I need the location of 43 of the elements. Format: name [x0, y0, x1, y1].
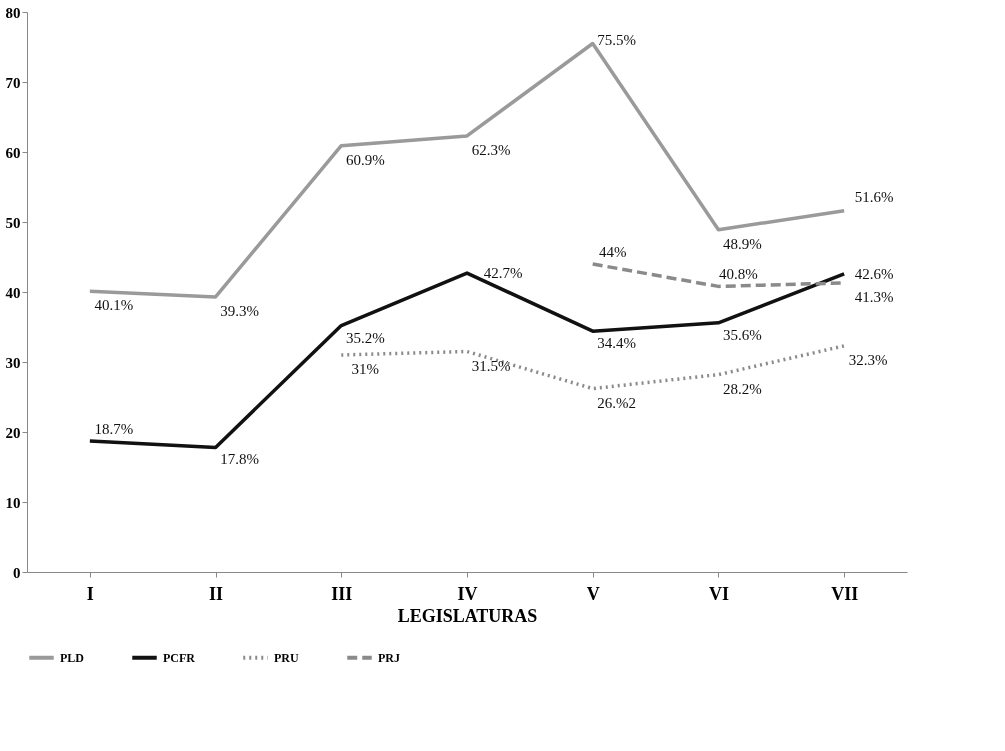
data-label: 60.9% — [345, 151, 385, 168]
data-label: 31.5% — [471, 357, 511, 374]
data-label: 28.2% — [723, 380, 762, 397]
data-label: 18.7% — [94, 421, 134, 438]
legend-label: PLD — [60, 650, 85, 665]
y-tick-label: 40 — [5, 284, 21, 301]
y-tick-label: 80 — [5, 4, 21, 21]
data-label: 75.5% — [597, 31, 637, 48]
x-axis-title: LEGISLATURAS — [397, 605, 538, 626]
y-tick-label: 20 — [5, 424, 21, 441]
data-label: 39.3% — [220, 302, 259, 319]
data-label: 34.4% — [597, 335, 637, 352]
data-label: 35.6% — [723, 326, 762, 343]
y-tick-label: 50 — [5, 214, 21, 231]
y-tick-label: 60 — [5, 144, 21, 161]
data-label: 62.3% — [471, 141, 511, 158]
data-label: 35.2% — [345, 329, 385, 346]
x-tick-label: III — [331, 583, 353, 604]
data-label: 41.3% — [854, 288, 894, 305]
data-label: 48.9% — [723, 235, 762, 252]
data-label: 44% — [598, 244, 627, 260]
data-label: 17.8% — [220, 451, 259, 468]
x-tick-label: V — [586, 583, 600, 604]
data-label: 42.6% — [854, 265, 894, 282]
data-label: 42.7% — [483, 265, 523, 282]
x-tick-label: I — [86, 583, 94, 604]
data-label: 40.1% — [94, 297, 134, 314]
legend-label: PCFR — [163, 650, 196, 665]
x-tick-label: IV — [457, 583, 478, 604]
legend-label: PRU — [274, 650, 299, 665]
x-tick-label: VII — [831, 583, 859, 604]
x-tick-label: VI — [708, 583, 729, 604]
data-label: 40.8% — [719, 266, 758, 283]
data-label: 31% — [351, 361, 380, 377]
y-tick-label: 10 — [5, 494, 21, 511]
data-label: 26.%2 — [597, 394, 637, 411]
x-tick-label: II — [209, 583, 224, 604]
y-tick-label: 70 — [5, 74, 21, 91]
data-label: 32.3% — [848, 351, 888, 368]
data-label: 51.6% — [854, 188, 894, 205]
y-tick-label: 0 — [13, 564, 21, 581]
y-tick-label: 30 — [5, 354, 21, 371]
legend-label: PRJ — [378, 650, 400, 665]
